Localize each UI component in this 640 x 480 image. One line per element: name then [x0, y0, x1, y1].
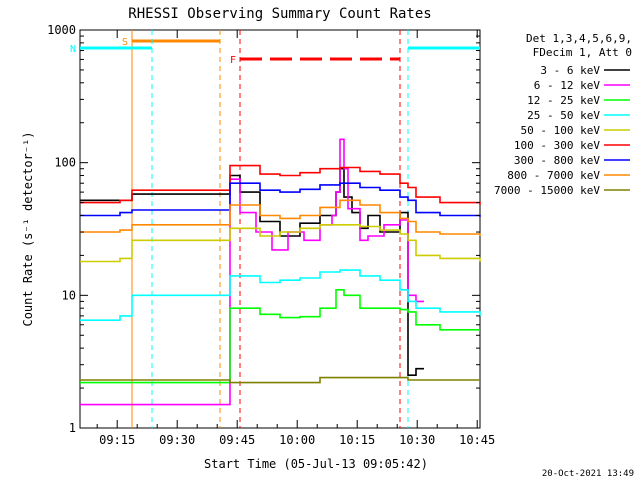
- series-line-4: [80, 224, 481, 263]
- legend-header-line-2: FDecim 1, Att 0: [533, 46, 632, 59]
- axes: 1 10 100 1000 09:15 09:30 09:45 10:00 10:15 10:30…: [47, 23, 495, 447]
- y-tick-label-1: 10: [62, 288, 76, 302]
- series-line-2: [80, 289, 480, 384]
- y-axis-label: Count Rate (s⁻¹ detector⁻¹): [21, 131, 35, 326]
- legend-label-1: 6 - 12 keV: [534, 79, 601, 92]
- y-tick-label-3: 1000: [47, 23, 76, 37]
- legend-label-2: 12 - 25 keV: [527, 94, 600, 107]
- legend-label-7: 800 - 7000 keV: [507, 169, 600, 182]
- event-letter-f: F: [230, 55, 236, 66]
- x-tick-label-6: 10:45: [459, 433, 495, 447]
- x-tick-label-3: 10:00: [279, 433, 315, 447]
- series-line-3: [80, 269, 481, 321]
- x-tick-label-2: 09:45: [219, 433, 255, 447]
- legend-label-4: 50 - 100 keV: [521, 124, 601, 137]
- legend: Det 1,3,4,5,6,9, FDecim 1, Att 0 3 - 6 k…: [494, 32, 632, 197]
- legend-entries: 3 - 6 keV 6 - 12 keV 12 - 25 keV 25 - 50 ke…: [494, 64, 630, 197]
- legend-label-5: 100 - 300 keV: [514, 139, 600, 152]
- x-tick-label-4: 10:15: [339, 433, 375, 447]
- x-tick-label-1: 09:30: [159, 433, 195, 447]
- chart-title: RHESSI Observing Summary Count Rates: [128, 6, 431, 22]
- x-tick-label-5: 10:30: [399, 433, 435, 447]
- data-series: [80, 138, 481, 406]
- series-line-8: [80, 376, 480, 384]
- series-line-1: [80, 138, 424, 406]
- event-letter-s: S: [122, 37, 128, 48]
- legend-label-0: 3 - 6 keV: [540, 64, 600, 77]
- timestamp: 20-Oct-2021 13:49: [542, 469, 634, 479]
- series-line-7: [80, 199, 481, 236]
- x-axis-label: Start Time (05-Jul-13 09:05:42): [204, 457, 428, 471]
- y-tick-label-0: 1: [69, 421, 76, 435]
- x-tick-label-0: 09:15: [99, 433, 135, 447]
- legend-header-line-1: Det 1,3,4,5,6,9,: [526, 32, 632, 45]
- legend-label-3: 25 - 50 keV: [527, 109, 600, 122]
- legend-label-6: 300 - 800 keV: [514, 154, 600, 167]
- y-tick-label-2: 100: [54, 156, 76, 170]
- legend-label-8: 7000 - 15000 keV: [494, 184, 600, 197]
- event-letter-n: N: [70, 44, 76, 55]
